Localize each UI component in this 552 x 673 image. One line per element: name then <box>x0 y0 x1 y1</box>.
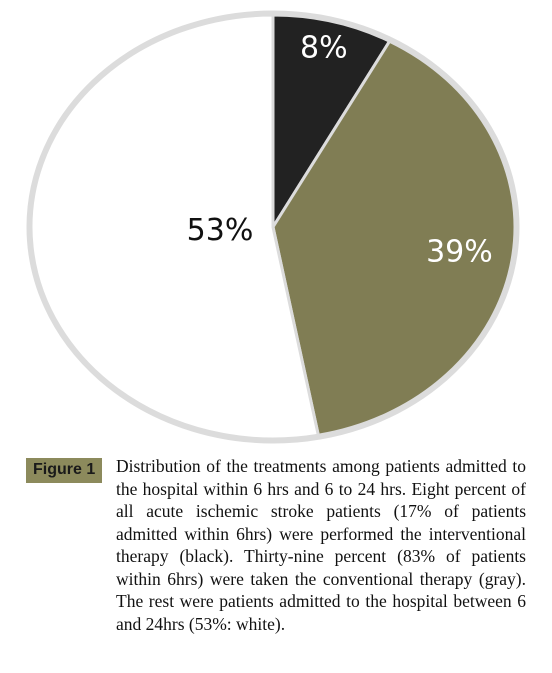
figure-label: Figure 1 <box>26 458 103 483</box>
figure-caption: Distribution of the treatments among pat… <box>116 456 526 634</box>
pie-slice-8 <box>271 13 392 233</box>
pie-slice-39 <box>271 39 517 437</box>
slice-label-53: 53% <box>187 213 254 248</box>
slice-label-8: 8% <box>300 30 348 65</box>
slice-label-39: 39% <box>426 234 493 269</box>
pie-outline <box>26 10 520 444</box>
pie-chart: 8% 39% 53% <box>26 10 520 444</box>
pie-slice-53 <box>29 13 321 441</box>
